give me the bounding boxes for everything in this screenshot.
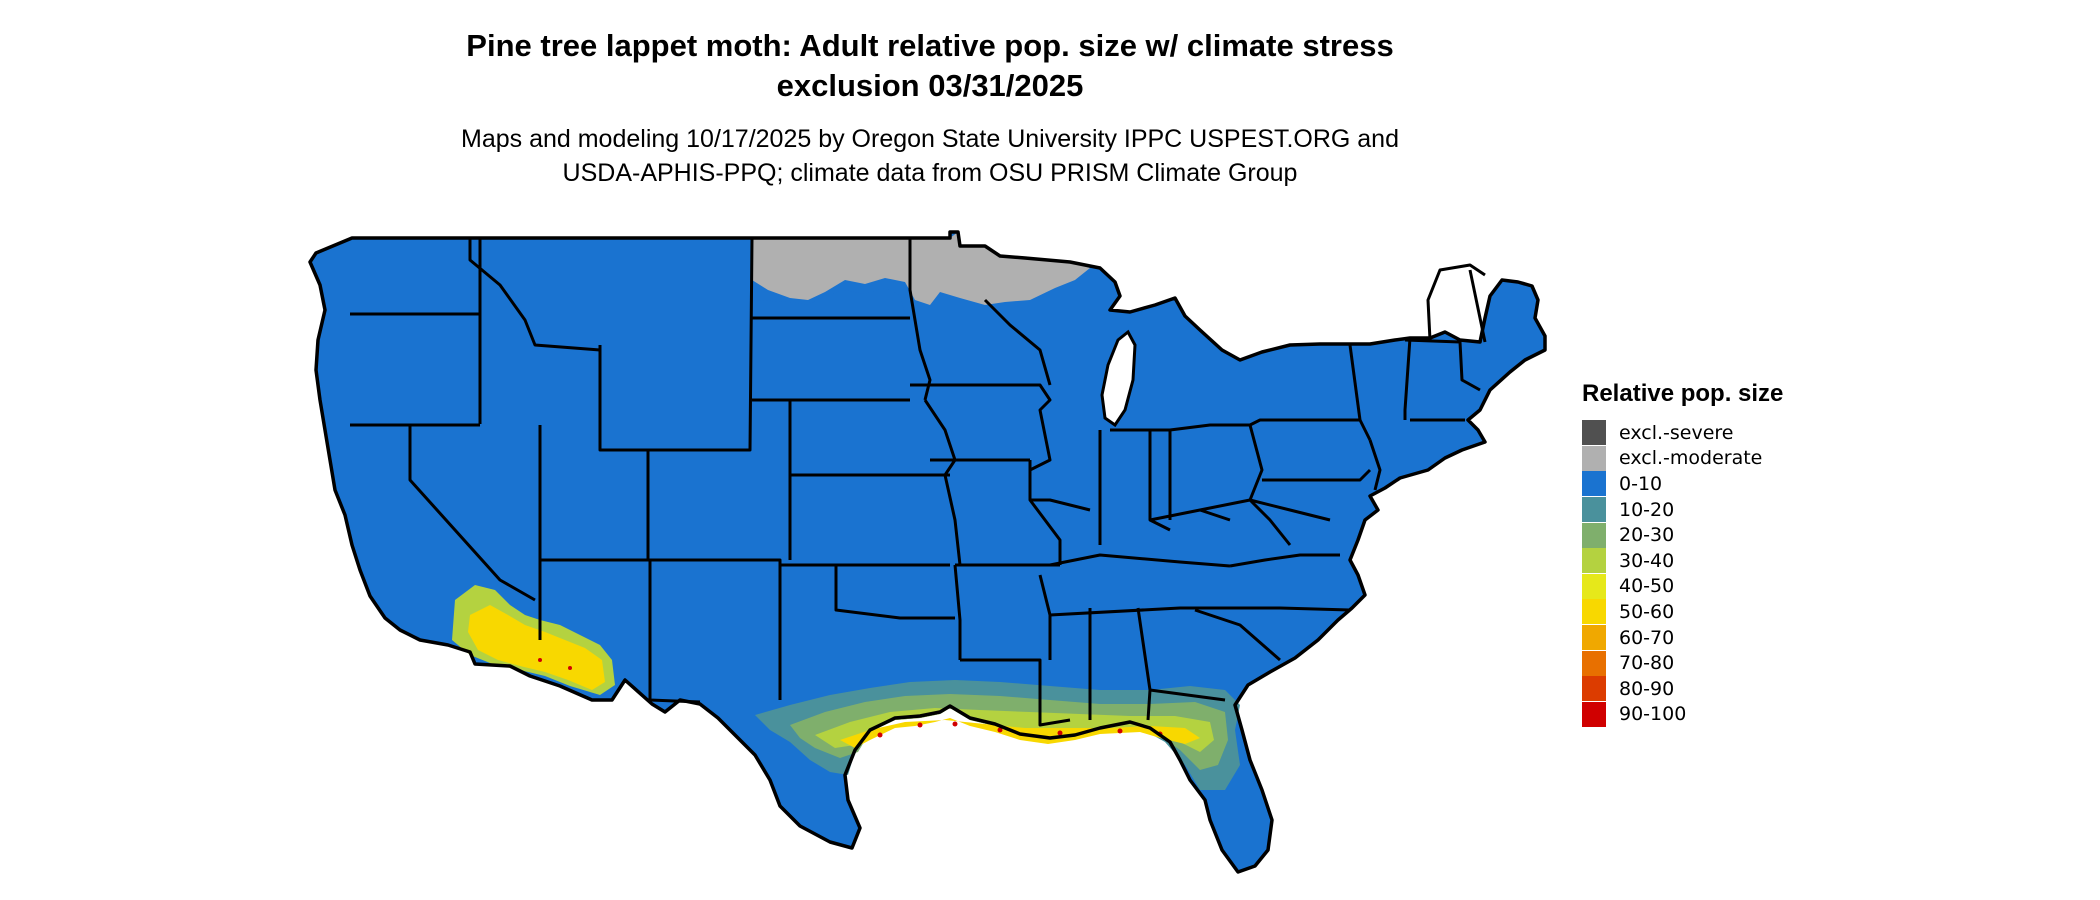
us-landmass xyxy=(310,232,1545,872)
legend-label: 50-60 xyxy=(1619,600,1675,623)
legend-swatch xyxy=(1582,522,1606,548)
legend-label: 80-90 xyxy=(1619,677,1675,700)
excluded-region xyxy=(752,232,1090,305)
map-title-line-2: exclusion 03/31/2025 xyxy=(776,68,1084,103)
legend-title: Relative pop. size xyxy=(1582,380,1784,407)
legend-swatch xyxy=(1582,650,1606,676)
excluded-region-south xyxy=(752,288,905,318)
map-subtitle-line-2: USDA-APHIS-PPQ; climate data from OSU PR… xyxy=(562,159,1298,187)
us-map xyxy=(308,230,1547,874)
legend-label: excl.-moderate xyxy=(1619,447,1763,470)
legend-item: 20-30 xyxy=(1582,522,1783,548)
us-outline xyxy=(308,230,1547,874)
legend-label: 70-80 xyxy=(1619,652,1675,675)
legend-items: excl.-severe excl.-moderate 0-10 10-20 20-30… xyxy=(1582,420,1783,727)
map-subtitle: Maps and modeling 10/17/2025 by Oregon S… xyxy=(0,122,1860,190)
legend-label: 90-100 xyxy=(1619,703,1687,726)
legend-swatch xyxy=(1582,548,1606,574)
lake-michigan xyxy=(1100,329,1137,428)
legend-swatch xyxy=(1582,625,1606,651)
legend-item: 70-80 xyxy=(1582,650,1783,676)
legend-label: 10-20 xyxy=(1619,498,1675,521)
legend-label: 40-50 xyxy=(1619,575,1675,598)
legend-label: 20-30 xyxy=(1619,524,1675,547)
legend-swatch xyxy=(1582,599,1606,625)
legend-label: excl.-severe xyxy=(1619,421,1734,444)
legend: Relative pop. size excl.-severe excl.-mod… xyxy=(1582,380,1783,727)
legend-item: 0-10 xyxy=(1582,471,1783,497)
legend-item: 30-40 xyxy=(1582,548,1783,574)
legend-item: excl.-moderate xyxy=(1582,445,1783,472)
legend-label: 30-40 xyxy=(1619,549,1675,572)
legend-swatch xyxy=(1582,676,1606,702)
map-subtitle-line-1: Maps and modeling 10/17/2025 by Oregon S… xyxy=(461,125,1399,153)
legend-item: 40-50 xyxy=(1582,573,1783,600)
legend-label: 0-10 xyxy=(1619,472,1663,495)
legend-swatch xyxy=(1582,471,1606,497)
legend-swatch xyxy=(1582,445,1606,471)
legend-item: 50-60 xyxy=(1582,599,1783,625)
legend-swatch xyxy=(1582,420,1606,446)
legend-item: 60-70 xyxy=(1582,625,1783,651)
legend-item: 80-90 xyxy=(1582,676,1783,702)
legend-item: 90-100 xyxy=(1582,701,1783,728)
map-title-line-1: Pine tree lappet moth: Adult relative po… xyxy=(466,28,1394,63)
legend-item: 10-20 xyxy=(1582,497,1783,523)
legend-item: excl.-severe xyxy=(1582,420,1783,446)
state-borders xyxy=(350,237,1487,727)
legend-label: 60-70 xyxy=(1619,626,1675,649)
map-title: Pine tree lappet moth: Adult relative po… xyxy=(0,26,1860,106)
legend-swatch xyxy=(1582,573,1606,599)
hotspots xyxy=(538,658,1163,738)
legend-swatch xyxy=(1582,701,1606,727)
legend-swatch xyxy=(1582,497,1606,523)
